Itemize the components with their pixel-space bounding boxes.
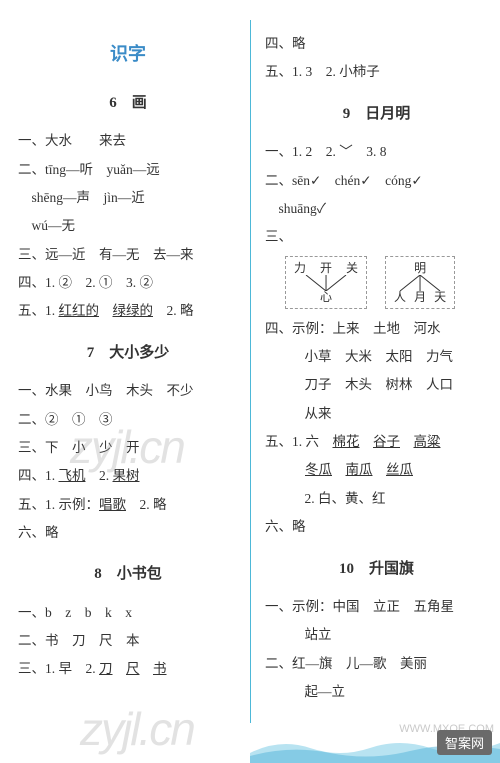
text-line: 2. 白、黄、红 — [265, 485, 488, 513]
text-line: 二、tīng—听 yuǎn—远 — [18, 156, 238, 184]
underlined-text: 绿绿的 — [113, 303, 154, 318]
text-line: 一、大水 来去 — [18, 127, 238, 155]
text — [99, 303, 113, 318]
text-line: 一、水果 小鸟 木头 不少 — [18, 377, 238, 405]
text-line: 五、1. 示例：唱歌 2. 略 — [18, 491, 238, 519]
text — [140, 661, 154, 676]
diagram-char: 天 — [434, 290, 446, 306]
page-container: 识字 6 画 一、大水 来去 二、tīng—听 yuǎn—远 shēng—声 j… — [0, 0, 500, 763]
lesson-10-title: 10 升国旗 — [265, 554, 488, 586]
section-title: 识字 — [18, 36, 238, 74]
text-line: 从来 — [265, 400, 488, 428]
underlined-text: 南瓜 — [346, 462, 373, 477]
text: 2. — [86, 468, 113, 483]
text: 五、1. 示例： — [18, 497, 99, 512]
text-line: 冬瓜 南瓜 丝瓜 — [265, 456, 488, 484]
text — [400, 434, 414, 449]
text-line: 四、略 — [265, 30, 488, 58]
text — [360, 434, 374, 449]
text-line: 三、1. 早 2. 刀 尺 书 — [18, 655, 238, 683]
diagram-lines — [386, 275, 454, 291]
lesson-6-title: 6 画 — [18, 88, 238, 120]
text-line: shēng—声 jìn—近 — [18, 184, 238, 212]
column-divider — [250, 20, 251, 723]
underlined-text: 棉花 — [333, 434, 360, 449]
text-line: 五、1. 六 棉花 谷子 高粱 — [265, 428, 488, 456]
text-line: 五、1. 3 2. 小柿子 — [265, 58, 488, 86]
text-line: 六、略 — [265, 513, 488, 541]
underlined-text: 冬瓜 — [305, 462, 332, 477]
text-line: 六、略 — [18, 519, 238, 547]
text-line: 四、1. ② 2. ① 3. ② — [18, 269, 238, 297]
text-line: 三、 — [265, 223, 488, 251]
diagram-char: 心 — [294, 290, 358, 306]
underlined-text: 丝瓜 — [386, 462, 413, 477]
text-line: 二、书 刀 尺 本 — [18, 627, 238, 655]
diagram-box-2: 明 人 月 天 — [385, 256, 455, 309]
diagram-char: 人 — [394, 290, 406, 306]
diagram-lines — [286, 275, 366, 291]
text: 2. 略 — [126, 497, 167, 512]
right-column: 四、略 五、1. 3 2. 小柿子 9 日月明 一、1. 2 2. ﹀ 3. 8… — [250, 0, 500, 763]
text-line: 站立 — [265, 621, 488, 649]
text-line: 刀子 木头 树林 人口 — [265, 371, 488, 399]
text: 四、1. — [18, 468, 59, 483]
text — [332, 462, 346, 477]
diagram-box-1: 力 开 关 心 — [285, 256, 367, 309]
diagram-char: 月 — [414, 290, 426, 306]
text: 三、1. 早 2. — [18, 661, 99, 676]
text-line: 一、1. 2 2. ﹀ 3. 8 — [265, 138, 488, 166]
underlined-text: 谷子 — [373, 434, 400, 449]
text-line: 四、1. 飞机 2. 果树 — [18, 462, 238, 490]
text-line: 二、② ① ③ — [18, 406, 238, 434]
underlined-text: 唱歌 — [99, 497, 126, 512]
text — [373, 462, 387, 477]
left-column: 识字 6 画 一、大水 来去 二、tīng—听 yuǎn—远 shēng—声 j… — [0, 0, 250, 763]
diagram-row: 力 开 关 心 明 人 月 天 — [285, 256, 488, 309]
text-line: shuāng✓ — [265, 195, 488, 223]
lesson-9-title: 9 日月明 — [265, 99, 488, 131]
text-line: 一、示例：中国 立正 五角星 — [265, 593, 488, 621]
text-line: 三、下 小 少 开 — [18, 434, 238, 462]
text-line: 三、远—近 有—无 去—来 — [18, 241, 238, 269]
text-line: wú—无 — [18, 212, 238, 240]
text — [113, 661, 127, 676]
lesson-8-title: 8 小书包 — [18, 559, 238, 591]
text-line: 一、b z b k x — [18, 599, 238, 627]
banner-label: 智案网 — [437, 730, 492, 755]
underlined-text: 高粱 — [414, 434, 441, 449]
underlined-text: 红红的 — [59, 303, 100, 318]
text-line: 小草 大米 太阳 力气 — [265, 343, 488, 371]
text: 五、1. — [18, 303, 59, 318]
lesson-7-title: 7 大小多少 — [18, 338, 238, 370]
underlined-text: 果树 — [113, 468, 140, 483]
text-line: 起—立 — [265, 678, 488, 706]
text-line: 四、示例：上来 土地 河水 — [265, 315, 488, 343]
text: 2. 略 — [153, 303, 194, 318]
text: 五、1. 六 — [265, 434, 333, 449]
underlined-text: 尺 — [126, 661, 140, 676]
text-line: 二、红—旗 儿—歌 美丽 — [265, 650, 488, 678]
text-line: 二、sēn✓ chén✓ cóng✓ — [265, 167, 488, 195]
text-line: 五、1. 红红的 绿绿的 2. 略 — [18, 297, 238, 325]
underlined-text: 飞机 — [59, 468, 86, 483]
underlined-text: 刀 — [99, 661, 113, 676]
underlined-text: 书 — [153, 661, 167, 676]
